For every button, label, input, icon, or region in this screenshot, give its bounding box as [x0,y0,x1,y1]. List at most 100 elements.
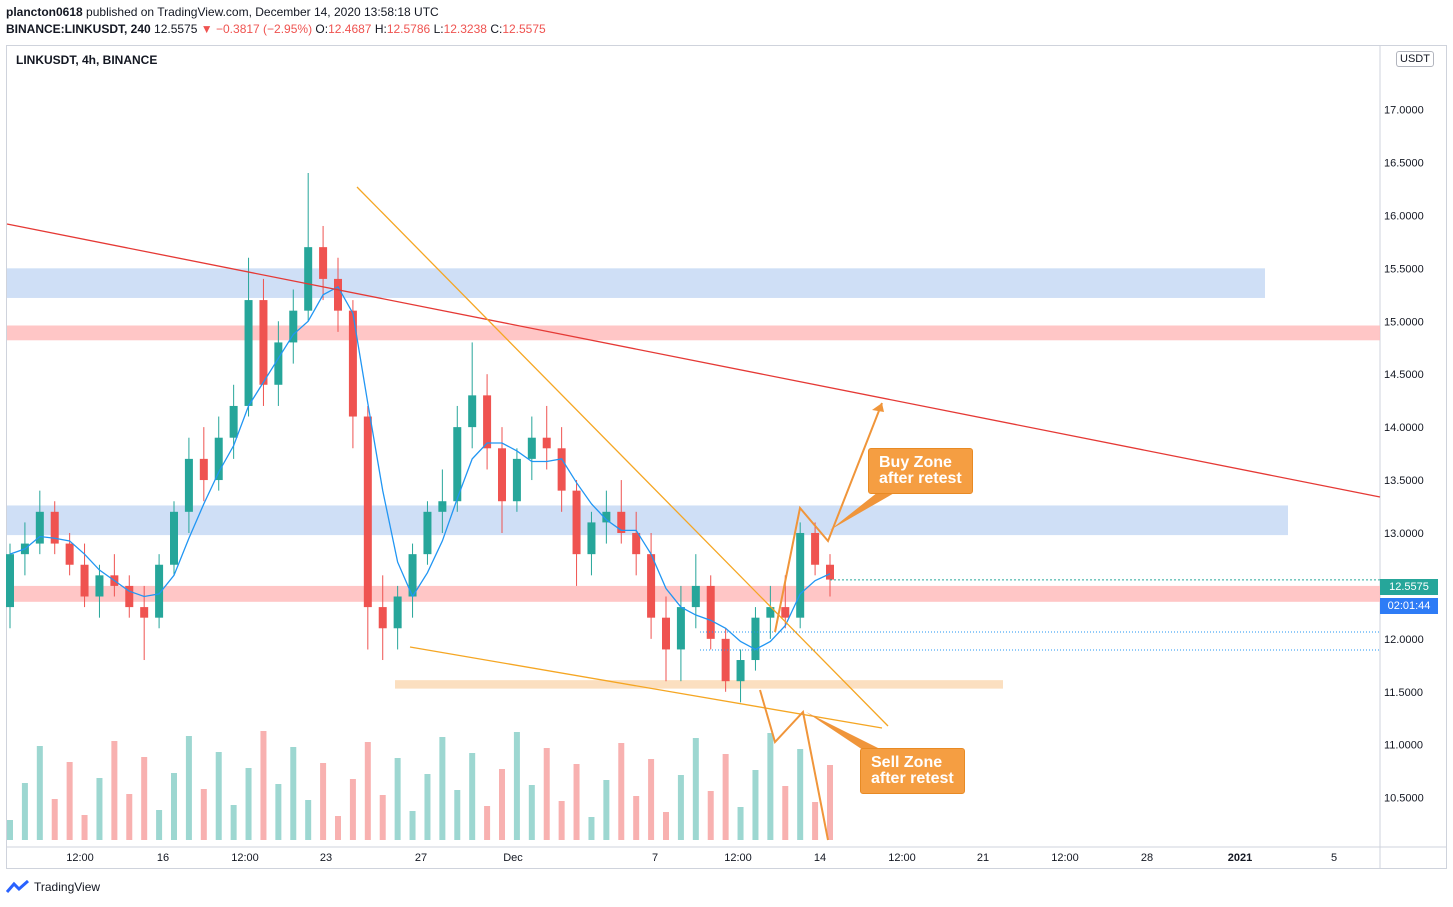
candle-body [199,458,208,481]
red-trendline [6,223,1381,498]
volume-bar [618,743,625,840]
volume-bar [349,779,356,840]
candle-body [35,511,44,544]
candle-body [408,554,417,597]
volume-bar [633,796,640,840]
volume-bar [7,820,13,840]
y-tick-label: 14.0000 [1384,422,1424,434]
countdown-tag: 02:01:44 [1380,598,1438,614]
o-label: O: [315,22,329,36]
tradingview-logo-icon [6,880,29,893]
l-label: L: [433,22,444,36]
chart-frame[interactable] [6,45,1447,869]
x-tick-label: 12:00 [888,852,916,864]
candle-body [676,607,685,650]
x-tick-label: 14 [814,852,826,864]
candle-body [259,300,268,385]
candle-body [95,575,104,597]
volume-bar [185,736,192,840]
volume-bar [663,812,669,840]
unit-badge[interactable]: USDT [1396,51,1434,67]
volume-bar [499,769,505,840]
volume-bar [200,789,207,840]
volume-bar [752,770,759,840]
symbol-full: BINANCE:LINKUSDT, 240 [6,22,151,36]
y-tick-label: 15.0000 [1384,316,1424,328]
candle-body [736,660,745,682]
candle-body [602,511,611,523]
volume-bar [260,731,267,840]
h-label: H: [374,22,387,36]
x-tick-label: 28 [1141,852,1153,864]
candle-body [184,458,193,512]
volume-bar [677,775,684,840]
candle-body [453,427,462,502]
y-tick-label: 15.5000 [1384,263,1424,275]
candle-body [691,585,700,608]
zone-orange-4 [395,680,1003,689]
published-text: published on TradingView.com, December 1… [86,5,439,19]
buy-callout-line2: after retest [879,470,962,487]
zone-blue-2 [7,505,1288,536]
candle-body [751,617,760,661]
volume-bar [528,785,535,840]
candle-body [229,405,238,438]
candle-body [274,342,283,385]
y-tick-label: 11.0000 [1384,740,1423,752]
candle-body [781,607,790,618]
footer-brand[interactable]: TradingView [34,880,101,894]
candle-body [6,554,14,608]
author[interactable]: plancton0618 [6,5,83,19]
y-tick-label: 16.0000 [1384,210,1424,222]
volume-bar [81,815,88,840]
candle-body [80,564,89,597]
volume-bar [469,753,476,840]
volume-bar [827,765,833,840]
candle-body [811,532,820,565]
buy-zone-callout: Buy Zone after retest [868,448,973,494]
x-tick-label: 5 [1331,852,1337,864]
volume-bar [424,774,431,840]
candle-body [662,617,670,650]
candle-body [244,300,253,406]
volume-bar [305,800,312,840]
volume-bar [558,801,565,840]
volume-bar [782,786,789,840]
x-tick-label: 12:00 [231,852,259,864]
candle-body [348,310,357,417]
buy-callout-line1: Buy Zone [879,454,952,471]
candle-body [319,247,328,279]
volume-bar [245,768,252,840]
c-val: 12.5575 [502,22,546,36]
volume-bar [290,747,297,840]
h-val: 12.5786 [386,22,431,36]
x-tick-label: 12:00 [724,852,752,864]
y-tick-label: 11.5000 [1384,687,1423,699]
x-tick-label: 7 [652,852,658,864]
buy-projection-path [774,402,883,633]
volume-bar [320,763,327,840]
volume-bar [812,802,819,840]
candle-body [498,448,506,502]
volume-bar [394,758,401,840]
x-tick-label: 12:00 [1051,852,1079,864]
candle-body [393,596,402,629]
buy-callout-pointer [830,492,896,530]
volume-bar [230,805,237,840]
l-val: 12.3238 [443,22,487,36]
sell-zone-callout: Sell Zone after retest [860,748,965,794]
candle-body [363,416,372,608]
volume-bar [379,795,386,840]
candle-body [572,490,581,555]
down-arrow-icon: ▼ [200,22,213,36]
volume-bar [409,811,416,840]
candle-body [65,543,74,565]
sell-callout-line1: Sell Zone [871,754,943,771]
x-tick-label: 21 [977,852,989,864]
zone-blue-0 [7,268,1265,298]
volume-bar [96,778,103,840]
volume-bar [364,742,371,840]
x-tick-label: 23 [320,852,332,864]
candle-body [796,532,805,618]
